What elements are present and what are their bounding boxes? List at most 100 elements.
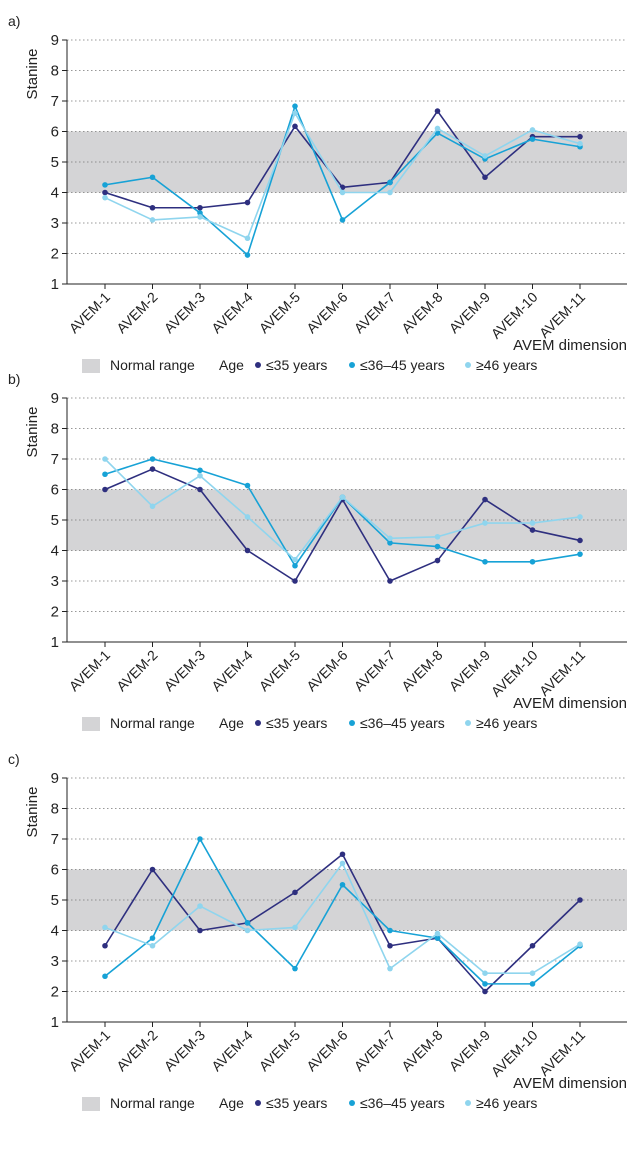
x-tick-label: AVEM-5: [256, 1027, 304, 1075]
data-point-series-2: [387, 540, 393, 546]
data-point-series-3: [529, 520, 536, 526]
data-point-series-1: [197, 204, 203, 211]
y-tick-label: 7: [51, 831, 59, 848]
legend-series-marker-3: [465, 1100, 471, 1106]
y-tick-label: 6: [51, 124, 59, 141]
y-tick-label: 4: [51, 923, 59, 940]
data-point-series-3: [197, 472, 203, 479]
y-tick-label: 5: [51, 892, 59, 909]
data-point-series-2: [149, 456, 156, 462]
data-point-series-3: [577, 140, 583, 147]
y-tick-label: 6: [51, 862, 59, 879]
data-point-series-2: [529, 981, 536, 987]
data-point-series-3: [434, 533, 441, 540]
x-tick-label: AVEM-8: [398, 1027, 446, 1075]
y-tick-label: 4: [51, 185, 59, 202]
data-point-series-3: [529, 970, 536, 976]
x-tick-label: AVEM-11: [536, 647, 588, 699]
x-tick-label: AVEM-8: [398, 289, 446, 337]
x-tick-label: AVEM-6: [303, 289, 351, 337]
data-point-series-3: [244, 235, 251, 242]
data-point-series-1: [387, 578, 393, 584]
x-tick-label: AVEM-3: [161, 289, 209, 337]
data-point-series-3: [149, 503, 156, 510]
y-tick-label: 5: [51, 512, 59, 529]
data-point-series-1: [387, 942, 393, 949]
x-tick-label: AVEM-10: [488, 289, 541, 342]
data-point-series-1: [577, 537, 583, 544]
data-point-series-2: [292, 965, 298, 972]
panel-label: a): [8, 13, 20, 29]
legend-series-label-2: ≤36–45 years: [360, 357, 445, 373]
x-tick-label: AVEM-3: [161, 1027, 209, 1075]
data-point-series-3: [387, 189, 393, 196]
x-tick-label: AVEM-2: [113, 289, 161, 337]
y-tick-label: 9: [51, 770, 59, 787]
legend-normal-range-swatch: [82, 1097, 100, 1111]
y-tick-label: 2: [51, 984, 59, 1001]
panel-label: c): [8, 751, 20, 767]
legend-series-label-3: ≥46 years: [476, 715, 537, 731]
data-point-series-2: [434, 543, 441, 550]
x-tick-label: AVEM-2: [113, 647, 161, 695]
data-point-series-3: [434, 125, 441, 132]
x-tick-label: AVEM-6: [303, 1027, 351, 1075]
data-point-series-1: [292, 889, 298, 896]
data-point-series-3: [577, 514, 583, 520]
data-point-series-3: [102, 194, 108, 201]
data-point-series-1: [529, 942, 536, 949]
x-tick-label: AVEM-1: [66, 1027, 114, 1075]
legend-series-marker-2: [349, 720, 355, 726]
data-point-series-3: [292, 110, 298, 116]
x-tick-label: AVEM-9: [446, 1027, 494, 1075]
data-point-series-2: [292, 103, 298, 109]
data-point-series-1: [292, 123, 298, 130]
x-tick-label: AVEM-5: [256, 647, 304, 695]
data-point-series-2: [339, 217, 346, 223]
data-point-series-1: [102, 486, 108, 493]
y-tick-label: 3: [51, 953, 59, 970]
legend-normal-range-label: Normal range: [110, 1095, 195, 1111]
x-tick-label: AVEM-7: [351, 1027, 399, 1075]
y-tick-label: 3: [51, 573, 59, 590]
x-tick-label: AVEM-4: [208, 647, 256, 695]
data-point-series-3: [244, 514, 251, 520]
y-tick-label: 1: [51, 1014, 59, 1031]
data-point-series-2: [292, 562, 298, 569]
data-point-series-3: [292, 556, 298, 563]
data-point-series-1: [577, 897, 583, 903]
x-tick-label: AVEM-5: [256, 289, 304, 337]
data-point-series-3: [434, 930, 441, 937]
data-point-series-2: [482, 981, 488, 987]
data-point-series-3: [482, 970, 488, 976]
legend-normal-range-label: Normal range: [110, 715, 195, 731]
data-point-series-2: [197, 467, 203, 474]
x-tick-label: AVEM-3: [161, 647, 209, 695]
legend-series-marker-2: [349, 1100, 355, 1106]
data-point-series-1: [434, 108, 441, 114]
data-point-series-3: [339, 189, 346, 196]
data-point-series-3: [102, 924, 108, 931]
y-tick-label: 3: [51, 215, 59, 232]
data-point-series-1: [529, 527, 536, 533]
x-tick-label: AVEM-1: [66, 647, 114, 695]
data-point-series-2: [339, 881, 346, 888]
x-tick-label: AVEM-11: [536, 289, 588, 341]
y-axis-title: Stanine: [24, 49, 41, 100]
data-point-series-2: [434, 935, 441, 941]
data-point-series-3: [244, 927, 251, 934]
legend-series-label-1: ≤35 years: [266, 1095, 327, 1111]
data-point-series-3: [482, 153, 488, 159]
data-point-series-2: [244, 920, 251, 926]
legend-series-marker-3: [465, 362, 471, 368]
legend-normal-range-label: Normal range: [110, 357, 195, 373]
data-point-series-2: [577, 551, 583, 557]
data-point-series-1: [197, 486, 203, 493]
y-tick-label: 2: [51, 604, 59, 621]
x-tick-label: AVEM-4: [208, 1027, 256, 1075]
y-tick-label: 7: [51, 93, 59, 110]
legend-series-marker-1: [255, 362, 261, 368]
data-point-series-3: [292, 924, 298, 931]
x-tick-label: AVEM-11: [536, 1027, 588, 1079]
